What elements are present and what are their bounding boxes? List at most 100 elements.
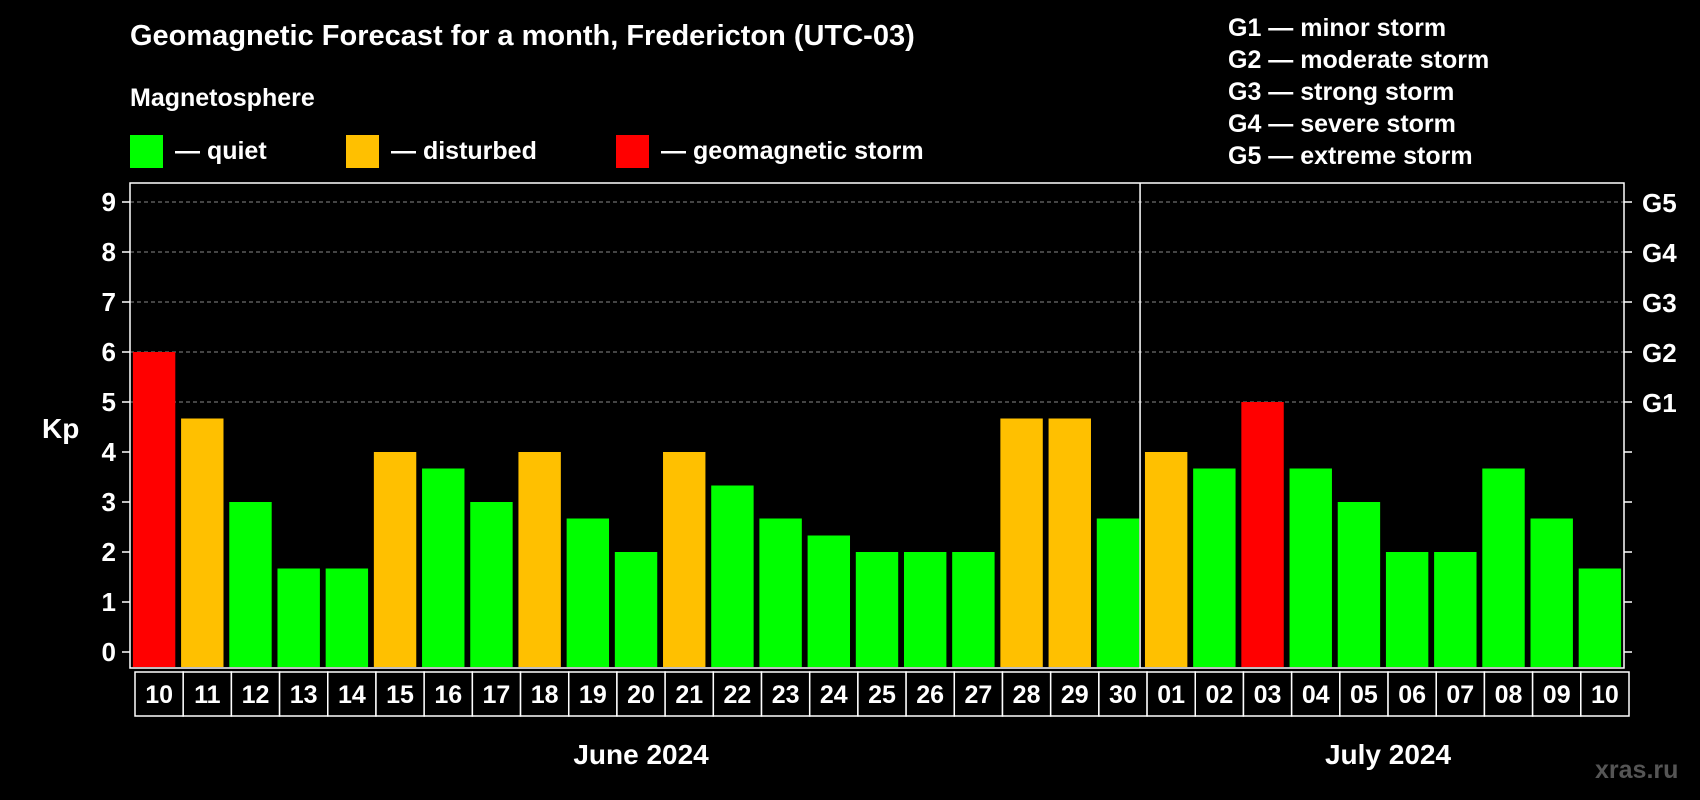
legend-storm-swatch: [616, 134, 649, 168]
x-tick-label: 02: [1205, 681, 1233, 709]
date-cell: [664, 671, 715, 717]
date-cell: [712, 671, 763, 717]
right-axis-label: G3: [1642, 288, 1677, 318]
bar: [1000, 418, 1043, 667]
date-cell: [375, 671, 425, 717]
y-tick-label: 2: [102, 537, 116, 567]
date-cell: [471, 671, 522, 717]
x-tick-label: 28: [1013, 681, 1041, 709]
date-cell: [230, 671, 281, 717]
bar: [470, 502, 513, 667]
x-tick-label: 16: [434, 681, 462, 709]
date-cell: [182, 671, 233, 717]
right-axis-label: G5: [1642, 188, 1677, 218]
legend-quiet-label: — quiet: [175, 136, 267, 165]
storm-scale-list: G1 — minor storm G2 — moderate storm G3 …: [1228, 12, 1489, 172]
x-tick-label: 19: [579, 681, 607, 709]
bar: [518, 452, 561, 667]
date-cell: [1387, 671, 1437, 717]
storm-level-g3: G3 — strong storm: [1228, 78, 1455, 106]
y-tick-label: 4: [102, 437, 117, 467]
x-tick-label: 20: [627, 681, 655, 709]
date-cell: [1290, 671, 1341, 717]
date-cell: [857, 671, 907, 717]
date-cell: [1483, 671, 1534, 717]
date-cell: [1098, 671, 1148, 717]
legend-storm-label: — geomagnetic storm: [661, 136, 924, 165]
x-tick-label: 18: [531, 681, 559, 709]
legend-disturbed-label: — disturbed: [391, 136, 537, 165]
y-tick-label: 9: [102, 187, 116, 217]
bar: [373, 452, 417, 667]
date-cell: [760, 671, 811, 717]
x-tick-label: 10: [145, 681, 173, 709]
bar: [711, 485, 754, 667]
x-tick-label: 09: [1543, 681, 1571, 709]
x-tick-label: 15: [386, 681, 414, 709]
bar: [1144, 452, 1188, 667]
bar: [1193, 468, 1236, 667]
bar: [1578, 568, 1622, 667]
y-tick-label: 3: [102, 487, 116, 517]
storm-level-g1: G1 — minor storm: [1228, 14, 1447, 42]
x-tick-label: 12: [242, 681, 270, 709]
x-tick-label: 21: [675, 681, 703, 709]
bar: [1096, 518, 1140, 667]
bar: [1241, 402, 1284, 667]
date-cell: [519, 671, 570, 717]
right-axis-label: G4: [1642, 238, 1677, 268]
legend-disturbed-swatch: [346, 134, 379, 168]
x-tick-label: 25: [868, 681, 896, 709]
y-tick-label: 8: [102, 237, 116, 267]
bar: [181, 418, 224, 667]
bar: [1530, 518, 1573, 667]
x-tick-label: 04: [1302, 681, 1330, 709]
x-tick-label: 01: [1157, 681, 1185, 709]
x-tick-label: 11: [194, 681, 221, 709]
x-tick-label: 22: [724, 681, 752, 709]
bar: [807, 535, 851, 667]
date-cell: [808, 671, 859, 717]
bar: [1337, 502, 1381, 667]
bar: [1289, 468, 1332, 667]
storm-level-g5: G5 — extreme storm: [1228, 142, 1473, 170]
x-tick-label: 08: [1495, 681, 1523, 709]
bar: [1048, 418, 1091, 667]
bar: [1434, 552, 1477, 667]
x-tick-label: 05: [1350, 681, 1378, 709]
x-tick-label: 23: [772, 681, 800, 709]
legend-quiet: — quiet: [130, 134, 267, 168]
date-cell: [278, 671, 329, 717]
legend-subtitle: Magnetosphere: [130, 84, 315, 112]
month-label: July 2024: [1325, 739, 1452, 770]
x-tick-label: 10: [1591, 681, 1619, 709]
y-tick-label: 7: [102, 287, 116, 317]
date-cell: [1435, 671, 1486, 717]
right-axis-label: G2: [1642, 338, 1677, 368]
x-tick-label: 27: [964, 681, 992, 709]
watermark: xras.ru: [1595, 756, 1679, 784]
legend-storm: — geomagnetic storm: [616, 134, 924, 168]
x-tick-label: 13: [290, 681, 318, 709]
x-tick-label: 14: [338, 681, 366, 709]
x-tick-label: 07: [1446, 681, 1474, 709]
date-cell: [1339, 671, 1389, 717]
chart-title: Geomagnetic Forecast for a month, Freder…: [130, 20, 915, 52]
x-tick-label: 03: [1254, 681, 1282, 709]
date-cell: [1531, 671, 1582, 717]
bar: [759, 518, 802, 667]
date-cell: [423, 671, 474, 717]
plot-frame: [129, 182, 1625, 669]
storm-level-g2: G2 — moderate storm: [1228, 46, 1490, 74]
date-cell: [327, 671, 377, 717]
y-tick-label: 6: [102, 337, 116, 367]
y-tick-label: 1: [102, 587, 116, 617]
bar: [855, 552, 899, 667]
bar: [663, 452, 706, 667]
bar: [325, 568, 369, 667]
bar: [229, 502, 272, 667]
bar: [566, 518, 610, 667]
bar: [132, 352, 176, 667]
legend-disturbed: — disturbed: [346, 134, 537, 168]
